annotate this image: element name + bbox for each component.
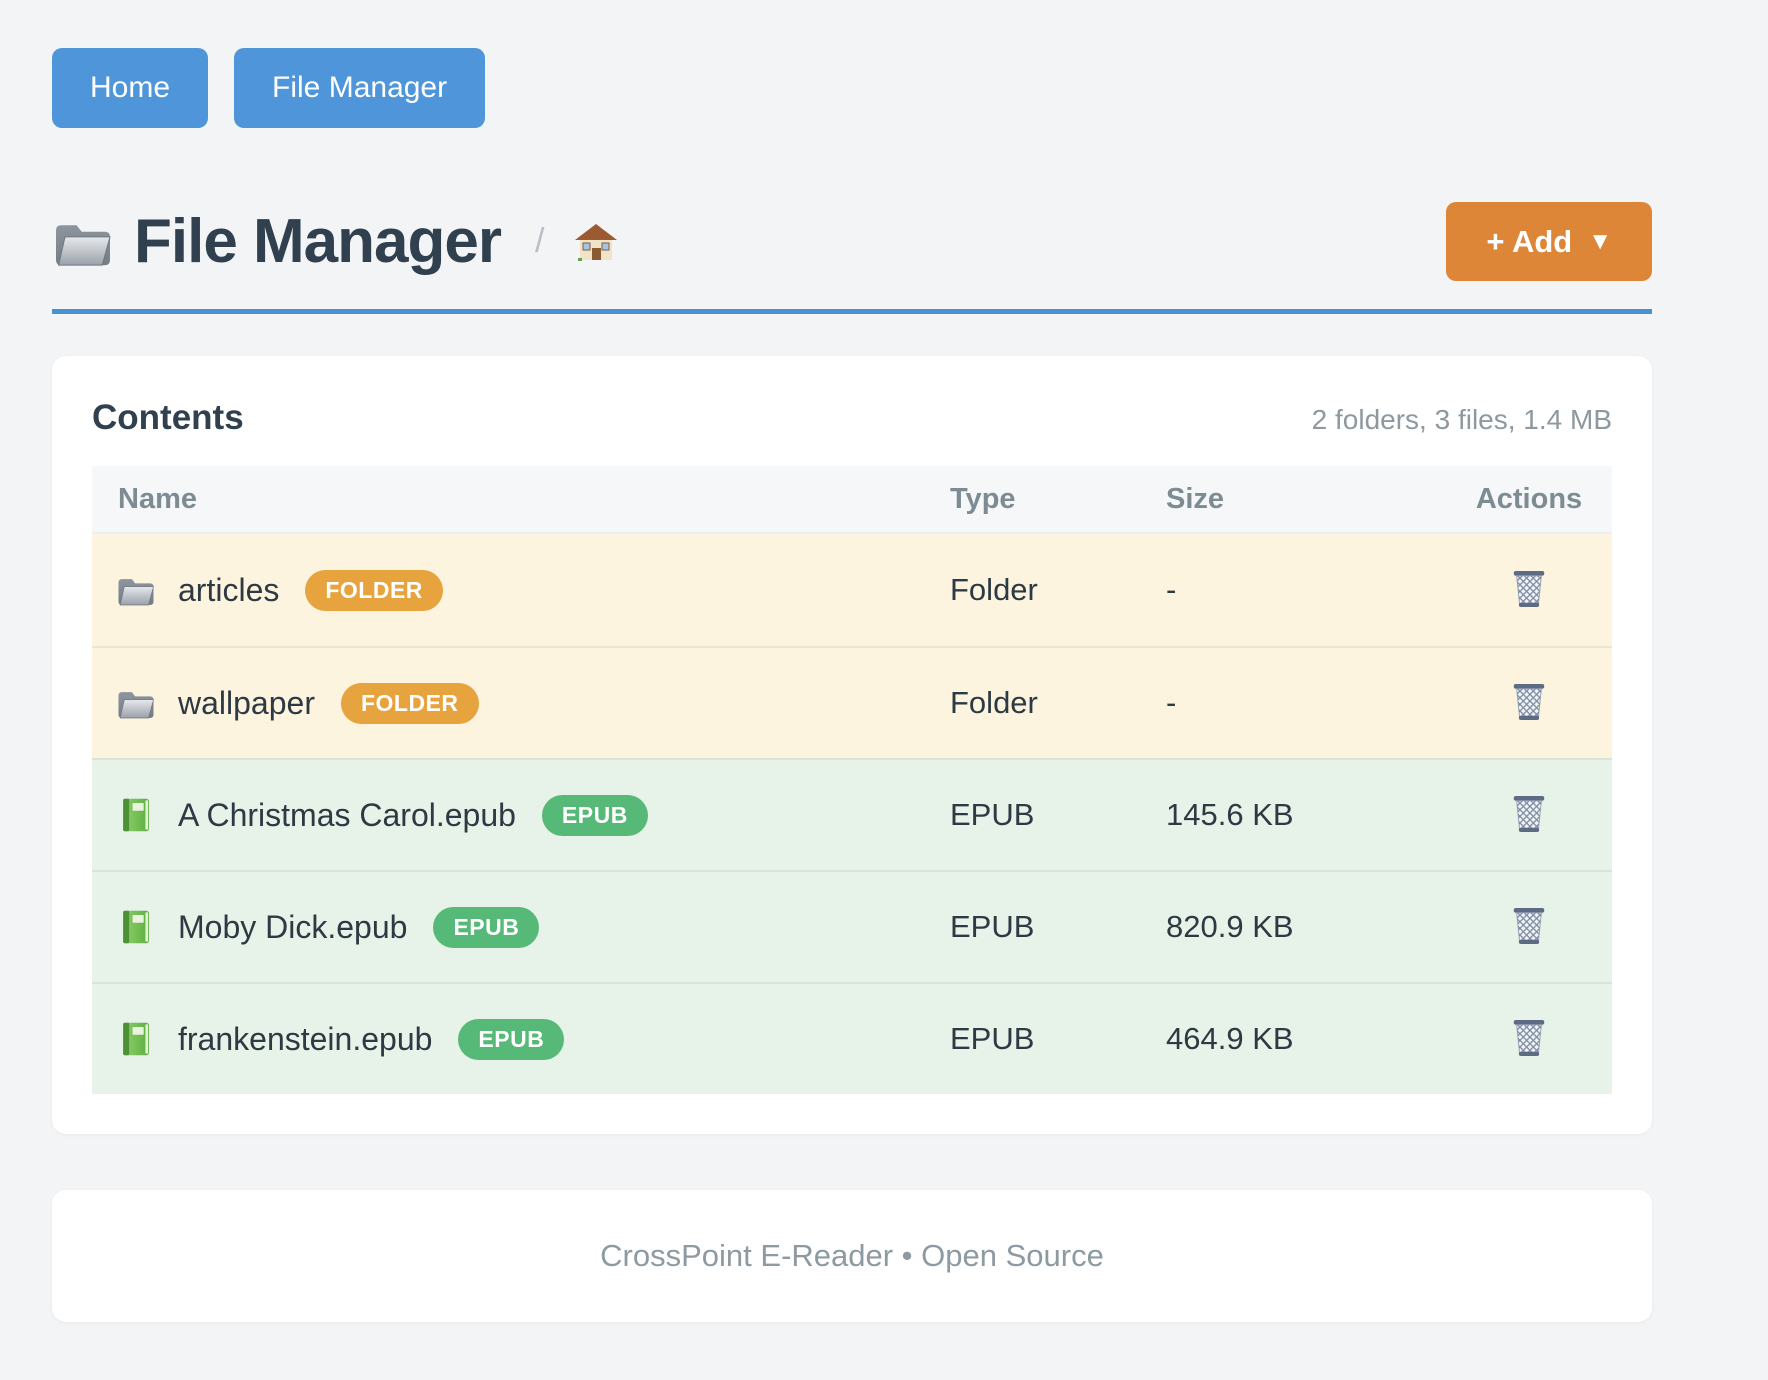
file-name: A Christmas Carol.epub — [178, 796, 516, 833]
add-button[interactable]: + Add ▼ — [1446, 202, 1652, 281]
actions-cell — [1446, 677, 1612, 730]
table-row[interactable]: frankenstein.epub EPUB EPUB 464.9 KB — [92, 982, 1612, 1094]
trash-icon — [1510, 681, 1548, 723]
folder-icon — [116, 572, 156, 608]
table-row[interactable]: wallpaper FOLDER Folder - — [92, 646, 1612, 758]
table-row[interactable]: articles FOLDER Folder - — [92, 534, 1612, 646]
delete-button[interactable] — [1506, 789, 1552, 842]
book-icon — [116, 1021, 156, 1057]
add-button-label: + Add — [1486, 224, 1573, 259]
footer: CrossPoint E-Reader • Open Source — [52, 1190, 1652, 1322]
size-cell: - — [1166, 572, 1177, 607]
delete-button[interactable] — [1506, 564, 1552, 617]
column-header-actions: Actions — [1475, 482, 1583, 515]
type-cell: EPUB — [950, 909, 1035, 944]
contents-summary: 2 folders, 3 files, 1.4 MB — [1311, 404, 1612, 435]
nav-home-button[interactable]: Home — [52, 48, 209, 128]
delete-button[interactable] — [1506, 677, 1552, 730]
type-badge: EPUB — [541, 794, 648, 836]
type-cell: EPUB — [950, 797, 1035, 832]
size-cell: 820.9 KB — [1166, 909, 1294, 944]
table-header: Name Type Size Actions — [92, 466, 1612, 534]
name-cell: A Christmas Carol.epub EPUB — [92, 794, 950, 836]
actions-cell — [1446, 901, 1612, 954]
breadcrumb: / — [535, 222, 545, 260]
type-cell: Folder — [950, 685, 1038, 720]
trash-icon — [1510, 793, 1548, 835]
actions-cell — [1446, 789, 1612, 842]
type-cell: EPUB — [950, 1021, 1035, 1056]
page-title: File Manager — [134, 207, 502, 276]
file-name: frankenstein.epub — [178, 1020, 433, 1057]
file-name: articles — [178, 571, 280, 608]
table-row[interactable]: A Christmas Carol.epub EPUB EPUB 145.6 K… — [92, 758, 1612, 870]
trash-icon — [1510, 1017, 1548, 1059]
nav-file-manager-button[interactable]: File Manager — [234, 48, 486, 128]
folder-icon — [52, 215, 114, 269]
book-icon — [116, 797, 156, 833]
trash-icon — [1510, 905, 1548, 947]
actions-cell — [1446, 1013, 1612, 1066]
type-badge: EPUB — [458, 1018, 565, 1060]
file-name: wallpaper — [178, 684, 315, 721]
footer-text: CrossPoint E-Reader • Open Source — [600, 1238, 1104, 1273]
folder-icon — [116, 685, 156, 721]
title-wrap: File Manager / — [52, 206, 1446, 277]
home-icon[interactable] — [574, 222, 618, 262]
name-cell: Moby Dick.epub EPUB — [92, 906, 950, 948]
top-nav: Home File Manager — [52, 48, 1652, 128]
delete-button[interactable] — [1506, 1013, 1552, 1066]
file-name: Moby Dick.epub — [178, 908, 408, 945]
contents-title: Contents — [92, 398, 244, 437]
type-badge: FOLDER — [305, 569, 443, 611]
size-cell: - — [1166, 685, 1177, 720]
size-cell: 464.9 KB — [1166, 1021, 1294, 1056]
type-badge: FOLDER — [340, 682, 479, 724]
column-header-name: Name — [118, 482, 197, 515]
trash-icon — [1510, 568, 1548, 610]
title-divider — [52, 309, 1652, 314]
actions-cell — [1446, 564, 1612, 617]
file-table: Name Type Size Actions articles FOLDER Fold… — [92, 466, 1612, 1094]
table-row[interactable]: Moby Dick.epub EPUB EPUB 820.9 KB — [92, 870, 1612, 982]
name-cell: frankenstein.epub EPUB — [92, 1018, 950, 1060]
contents-card: Contents 2 folders, 3 files, 1.4 MB Name… — [52, 356, 1652, 1134]
type-cell: Folder — [950, 572, 1038, 607]
delete-button[interactable] — [1506, 901, 1552, 954]
table-body: articles FOLDER Folder - wallpaper FOLDE… — [92, 534, 1612, 1094]
size-cell: 145.6 KB — [1166, 797, 1294, 832]
book-icon — [116, 909, 156, 945]
type-badge: EPUB — [433, 906, 540, 948]
name-cell: wallpaper FOLDER — [92, 682, 950, 724]
name-cell: articles FOLDER — [92, 569, 950, 611]
page: Home File Manager File Manager / + Add ▼… — [52, 0, 1652, 1322]
column-header-size: Size — [1166, 482, 1225, 515]
chevron-down-icon: ▼ — [1588, 227, 1612, 255]
page-header: File Manager / + Add ▼ — [52, 202, 1652, 281]
column-header-type: Type — [950, 482, 1016, 515]
